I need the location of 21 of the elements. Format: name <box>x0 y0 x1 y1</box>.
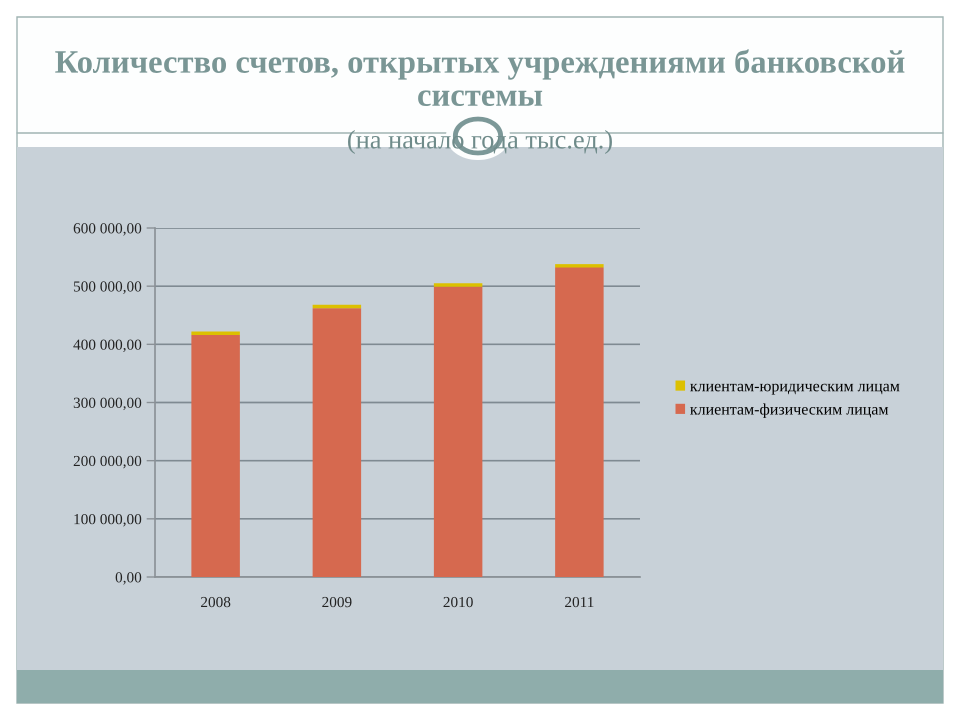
y-tick-label: 400 000,00 <box>73 339 142 352</box>
y-tick-label: 200 000,00 <box>74 456 142 468</box>
y-tick-label: 100 000,00 <box>74 514 142 526</box>
bar <box>555 268 604 577</box>
x-tick-label: 2011 <box>565 596 594 608</box>
x-tick-label: 2009 <box>322 596 352 608</box>
bar <box>191 332 240 336</box>
bar <box>191 335 240 577</box>
y-tick-label: 300 000,00 <box>74 398 142 410</box>
bar <box>312 304 362 308</box>
legend-label: клиентам-физическим лицам <box>690 403 888 418</box>
x-tick-label: 2008 <box>201 596 230 608</box>
bar <box>312 308 362 577</box>
y-tick-label: 0,00 <box>116 572 142 585</box>
y-tick-label: 500 000,00 <box>74 281 142 294</box>
chart-title: Количество счетов, открытых учреждениями банковской системы <box>55 49 904 106</box>
bar <box>555 264 604 268</box>
bar <box>434 286 482 577</box>
y-tick-label: 600 000,00 <box>74 223 142 236</box>
x-tick-label: 2010 <box>444 596 473 608</box>
legend-label: клиентам-юридическим лицам <box>690 384 900 395</box>
